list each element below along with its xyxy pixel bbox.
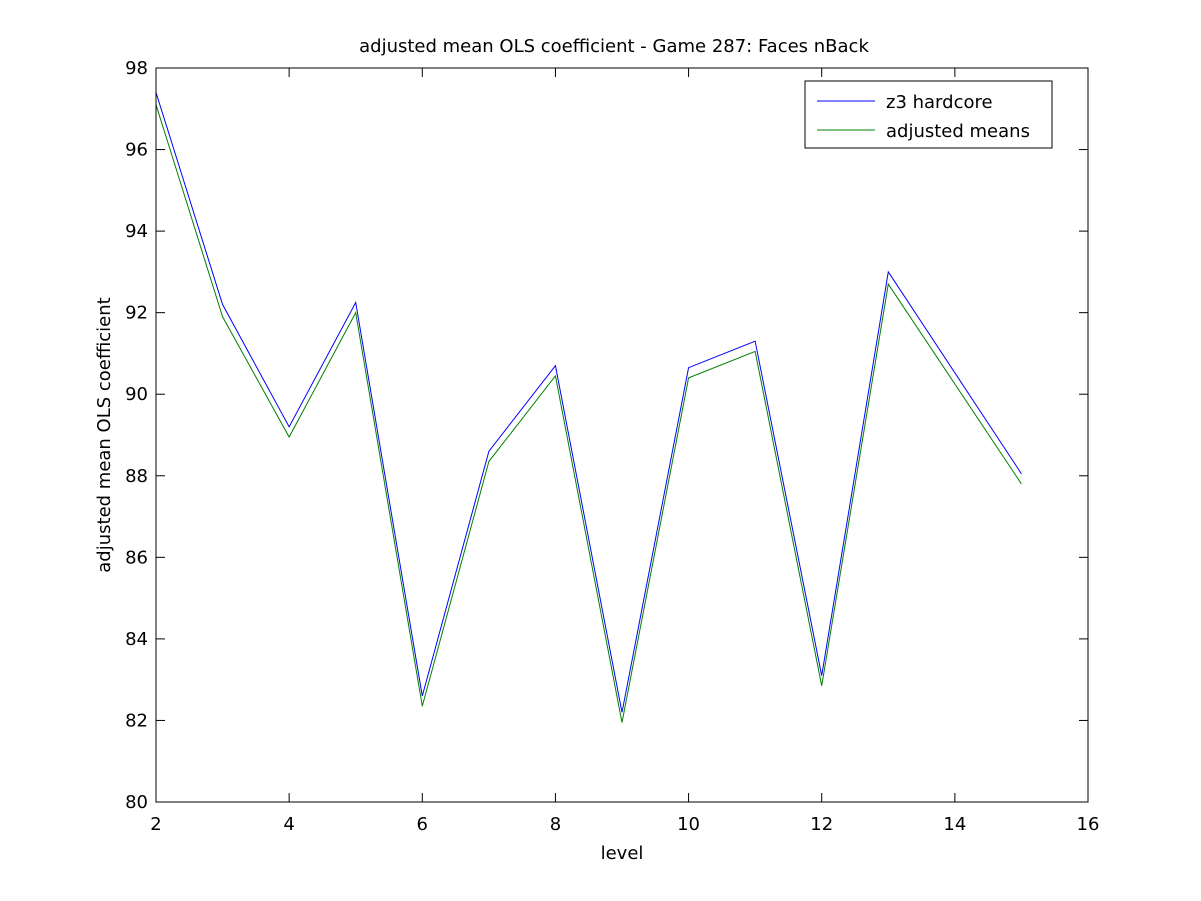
plot-frame — [155, 67, 1089, 803]
y-tick-label: 98 — [125, 58, 148, 79]
chart-title: adjusted mean OLS coefficient - Game 287… — [359, 36, 869, 57]
series-line-1 — [155, 92, 1022, 713]
y-axis: 80 82 84 86 88 90 92 94 96 98 — [125, 58, 1088, 813]
legend-label-1: z3 hardcore — [886, 92, 993, 113]
x-tick-label: 6 — [417, 814, 428, 835]
y-tick-label: 92 — [125, 303, 148, 324]
x-tick-label: 8 — [550, 814, 561, 835]
y-tick-label: 94 — [125, 221, 148, 242]
y-tick-label: 90 — [125, 384, 148, 405]
legend: z3 hardcore adjusted means — [804, 80, 1053, 149]
y-tick-label: 86 — [125, 547, 148, 568]
y-tick-label: 84 — [125, 629, 148, 650]
series-line-2 — [155, 104, 1022, 723]
x-axis: 2 4 6 8 10 12 14 16 — [150, 68, 1099, 835]
y-tick-label: 88 — [125, 466, 148, 487]
y-tick-label: 82 — [125, 710, 148, 731]
legend-box — [804, 80, 1053, 149]
plot-content — [155, 92, 1022, 723]
y-tick-label: 96 — [125, 140, 148, 161]
x-tick-label: 10 — [677, 814, 700, 835]
y-tick-label: 80 — [125, 792, 148, 813]
x-tick-label: 2 — [150, 814, 161, 835]
legend-label-2: adjusted means — [886, 121, 1030, 142]
x-tick-label: 4 — [283, 814, 294, 835]
y-axis-label: adjusted mean OLS coefficient — [94, 297, 115, 572]
x-tick-label: 12 — [810, 814, 833, 835]
x-axis-label: level — [601, 843, 644, 864]
x-tick-label: 16 — [1077, 814, 1100, 835]
x-tick-label: 14 — [943, 814, 966, 835]
